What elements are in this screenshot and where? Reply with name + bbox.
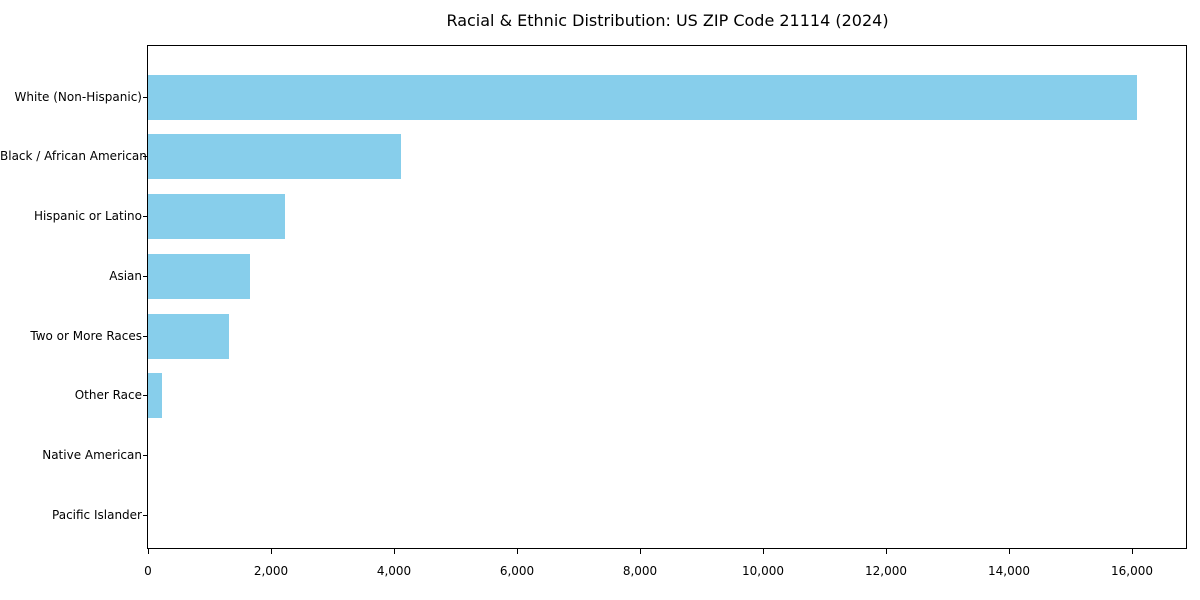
- x-tick-mark: [762, 549, 764, 554]
- x-tick-label: 4,000: [376, 564, 412, 578]
- x-tick-label: 10,000: [742, 564, 784, 578]
- x-tick-mark: [147, 549, 149, 554]
- x-tick-mark: [885, 549, 887, 554]
- y-tick-label: Two or More Races: [30, 328, 142, 343]
- bar-two-or-more-races: [148, 313, 230, 359]
- x-tick-mark: [393, 549, 395, 554]
- bar-black-african-american: [148, 134, 401, 180]
- x-tick-mark: [516, 549, 518, 554]
- x-tick-label: 6,000: [499, 564, 535, 578]
- x-tick-label: 2,000: [253, 564, 289, 578]
- bar-other-race: [148, 373, 162, 419]
- y-tick-label: Hispanic or Latino: [33, 209, 142, 224]
- bar-asian: [148, 253, 251, 299]
- y-tick-label: Pacific Islander: [52, 507, 142, 522]
- y-tick-label: Asian: [109, 268, 142, 283]
- bar-hispanic-or-latino: [148, 194, 286, 240]
- x-tick-mark: [639, 549, 641, 554]
- x-tick-mark: [1008, 549, 1010, 554]
- x-tick-label: 12,000: [865, 564, 907, 578]
- y-tick-label: Native American: [42, 448, 142, 463]
- chart-title: Racial & Ethnic Distribution: US ZIP Cod…: [446, 11, 889, 30]
- bar-white-non-hispanic: [148, 74, 1137, 120]
- y-tick-label: White (Non-Hispanic): [14, 89, 142, 104]
- plot-area: [147, 45, 1187, 549]
- x-tick-mark: [1131, 549, 1133, 554]
- y-tick-label: Black / African American: [0, 149, 147, 164]
- y-tick-label: Other Race: [74, 388, 142, 403]
- x-tick-label: 8,000: [622, 564, 658, 578]
- x-tick-label: 16,000: [1111, 564, 1153, 578]
- x-tick-label: 14,000: [988, 564, 1030, 578]
- x-tick-mark: [270, 549, 272, 554]
- x-tick-label: 0: [144, 564, 152, 578]
